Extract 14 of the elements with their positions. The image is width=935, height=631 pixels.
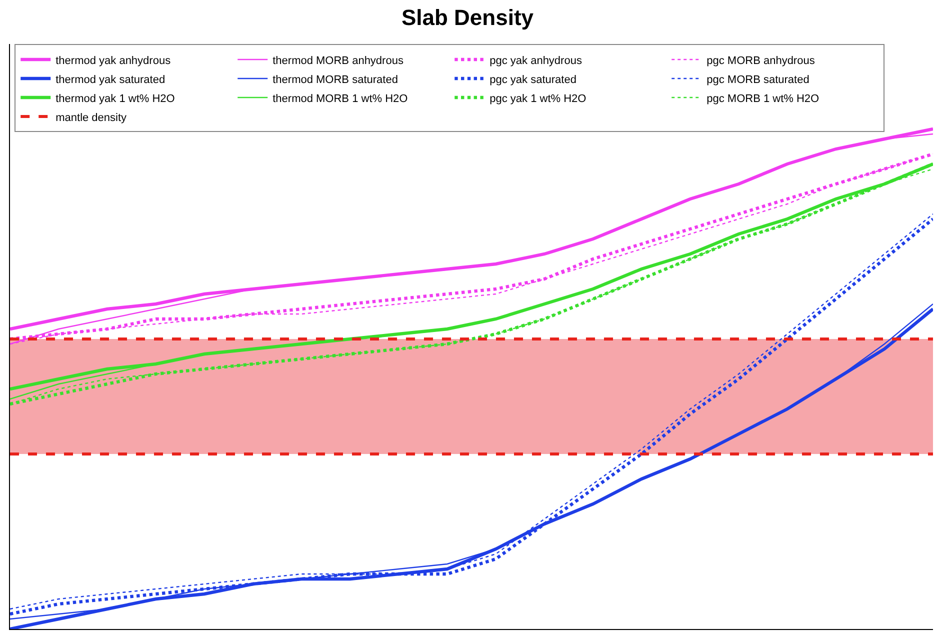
legend-label: thermod yak anhydrous xyxy=(56,54,172,67)
legend-label: thermod MORB anhydrous xyxy=(272,54,404,67)
legend-label: mantle density xyxy=(56,112,128,124)
legend-label: thermod yak 1 wt% H2O xyxy=(56,92,176,105)
legend-label: pgc yak saturated xyxy=(490,74,576,86)
legend-label: thermod MORB saturated xyxy=(272,74,398,86)
legend-label: pgc MORB anhydrous xyxy=(706,54,816,67)
legend-label: thermod yak saturated xyxy=(56,74,166,86)
legend-label: pgc yak 1 wt% H2O xyxy=(490,92,587,105)
legend-label: pgc MORB saturated xyxy=(706,74,810,86)
legend-label: thermod MORB 1 wt% H2O xyxy=(272,92,408,105)
legend-label: pgc MORB 1 wt% H2O xyxy=(706,92,820,105)
chart-title: Slab Density xyxy=(401,4,534,30)
legend-label: pgc yak anhydrous xyxy=(490,54,582,67)
